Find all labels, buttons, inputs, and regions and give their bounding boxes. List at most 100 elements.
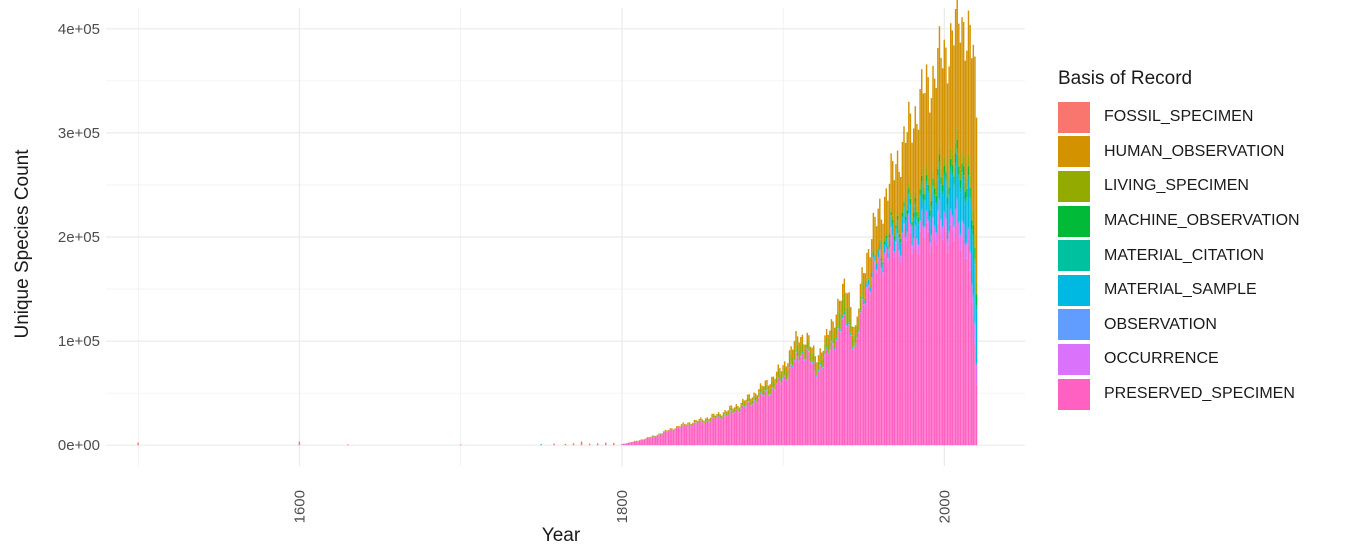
legend: Basis of Record FOSSIL_SPECIMEN HUMAN_OBS… — [1058, 66, 1300, 411]
bar-segment-preserved-specimen — [729, 411, 731, 446]
bar-segment-material-sample — [924, 203, 926, 227]
bar-segment-human-observation — [779, 368, 781, 374]
bar-segment-preserved-specimen — [722, 416, 725, 446]
bar-segment-occurrence — [914, 226, 917, 236]
bar-segment-occurrence — [969, 253, 971, 271]
bar-segment-material-sample — [921, 184, 923, 209]
bar-segment-observation — [935, 232, 937, 234]
bar-segment-observation — [941, 226, 944, 228]
bar-segment-material-sample — [925, 184, 928, 211]
bar-segment-observation — [940, 218, 942, 221]
bar-segment-material-sample — [824, 353, 826, 355]
bar-segment-living-specimen — [842, 298, 844, 316]
bar-segment-preserved-specimen — [891, 241, 894, 446]
bar-segment-living-specimen — [769, 388, 771, 394]
bar-segment-material-sample — [788, 366, 791, 368]
bar-segment-occurrence — [866, 287, 868, 291]
bar-segment-preserved-specimen — [930, 246, 933, 446]
bar-segment-living-specimen — [722, 414, 725, 417]
bar-segment-occurrence — [795, 352, 797, 353]
bar-segment-human-observation — [880, 219, 883, 256]
bar-segment-fossil-specimen — [580, 441, 583, 446]
bar-segment-occurrence — [825, 349, 828, 350]
bar-segment-machine-observation — [895, 225, 897, 229]
bar-segment-preserved-specimen — [856, 338, 858, 446]
bar-segment-living-specimen — [835, 325, 838, 339]
bar-segment-human-observation — [851, 326, 854, 336]
bar-segment-human-observation — [751, 397, 754, 401]
bar-segment-material-citation — [951, 172, 954, 177]
bar-segment-material-citation — [864, 299, 867, 301]
bar-segment-material-sample — [970, 234, 973, 283]
bar-segment-preserved-specimen — [825, 349, 828, 446]
bar-segment-preserved-specimen — [845, 326, 847, 446]
bar-segment-occurrence — [792, 366, 794, 368]
bar-segment-material-citation — [954, 161, 957, 167]
bar-segment-material-sample — [793, 359, 796, 361]
bar-segment-preserved-specimen — [674, 430, 676, 446]
bar-segment-material-sample — [866, 283, 868, 288]
bar-segment-material-citation — [916, 216, 918, 220]
bar-segment-preserved-specimen — [940, 232, 942, 446]
bar-segment-living-specimen — [846, 307, 849, 325]
bar-segment-material-sample — [811, 362, 813, 363]
bar-segment-machine-observation — [935, 195, 937, 202]
bar-segment-occurrence — [891, 235, 894, 242]
bar-segment-occurrence — [888, 248, 891, 253]
bar-segment-living-specimen — [654, 436, 657, 437]
bar-segment-occurrence — [822, 367, 825, 368]
bar-segment-living-specimen — [885, 232, 887, 236]
bar-segment-living-specimen — [729, 407, 731, 411]
bar-segment-material-sample — [861, 297, 863, 299]
bar-segment-observation — [954, 207, 957, 211]
bar-segment-material-sample — [803, 359, 805, 361]
bar-segment-material-sample — [958, 178, 960, 221]
bar-segment-human-observation — [785, 366, 788, 373]
bar-segment-human-observation — [682, 422, 684, 424]
bar-segment-preserved-specimen — [634, 441, 636, 446]
bar-segment-preserved-specimen — [901, 240, 904, 446]
legend-label: HUMAN_OBSERVATION — [1104, 142, 1285, 160]
bar-segment-material-sample — [880, 261, 883, 268]
bar-segment-human-observation — [738, 407, 741, 410]
bar-segment-preserved-specimen — [966, 258, 968, 446]
bar-segment-human-observation — [719, 414, 721, 416]
bar-segment-occurrence — [858, 332, 860, 333]
bar-segment-observation — [930, 234, 933, 237]
bar-segment-occurrence — [827, 353, 829, 355]
bar-segment-occurrence — [890, 227, 892, 234]
bar-segment-preserved-specimen — [637, 441, 639, 446]
bar-segment-living-specimen — [827, 342, 829, 353]
bar-segment-material-sample — [816, 375, 818, 377]
bar-segment-machine-observation — [933, 188, 936, 195]
bar-segment-preserved-specimen — [772, 388, 775, 446]
bar-segment-material-sample — [848, 322, 850, 325]
bar-segment-observation — [966, 242, 968, 245]
bar-segment-material-citation — [859, 310, 862, 311]
bar-segment-living-specimen — [675, 426, 678, 428]
bar-segment-observation — [951, 214, 954, 217]
bar-segment-human-observation — [667, 430, 670, 431]
bar-segment-living-specimen — [883, 238, 886, 242]
bar-segment-material-citation — [840, 329, 842, 330]
bar-segment-living-specimen — [872, 248, 875, 251]
bar-segment-preserved-specimen — [830, 341, 833, 446]
bar-segment-preserved-specimen — [709, 421, 712, 446]
legend-label: FOSSIL_SPECIMEN — [1104, 108, 1254, 126]
bar-segment-occurrence — [856, 338, 858, 339]
bar-segment-human-observation — [774, 378, 776, 384]
bar-segment-observation — [921, 208, 923, 211]
bar-segment-material-sample — [959, 192, 962, 234]
bar-segment-human-observation — [771, 376, 773, 382]
bar-segment-living-specimen — [850, 318, 852, 333]
bar-segment-observation — [883, 252, 886, 254]
legend-key-swatch — [1058, 378, 1090, 410]
bar-segment-machine-observation — [950, 158, 952, 167]
bar-segment-preserved-specimen — [796, 357, 799, 446]
bar-segment-preserved-specimen — [962, 239, 965, 446]
bar-segment-human-observation — [706, 417, 709, 419]
bar-segment-observation — [946, 239, 949, 242]
bar-segment-material-sample — [940, 187, 942, 219]
bar-segment-living-specimen — [840, 313, 842, 330]
bar-segment-living-specimen — [929, 203, 931, 211]
